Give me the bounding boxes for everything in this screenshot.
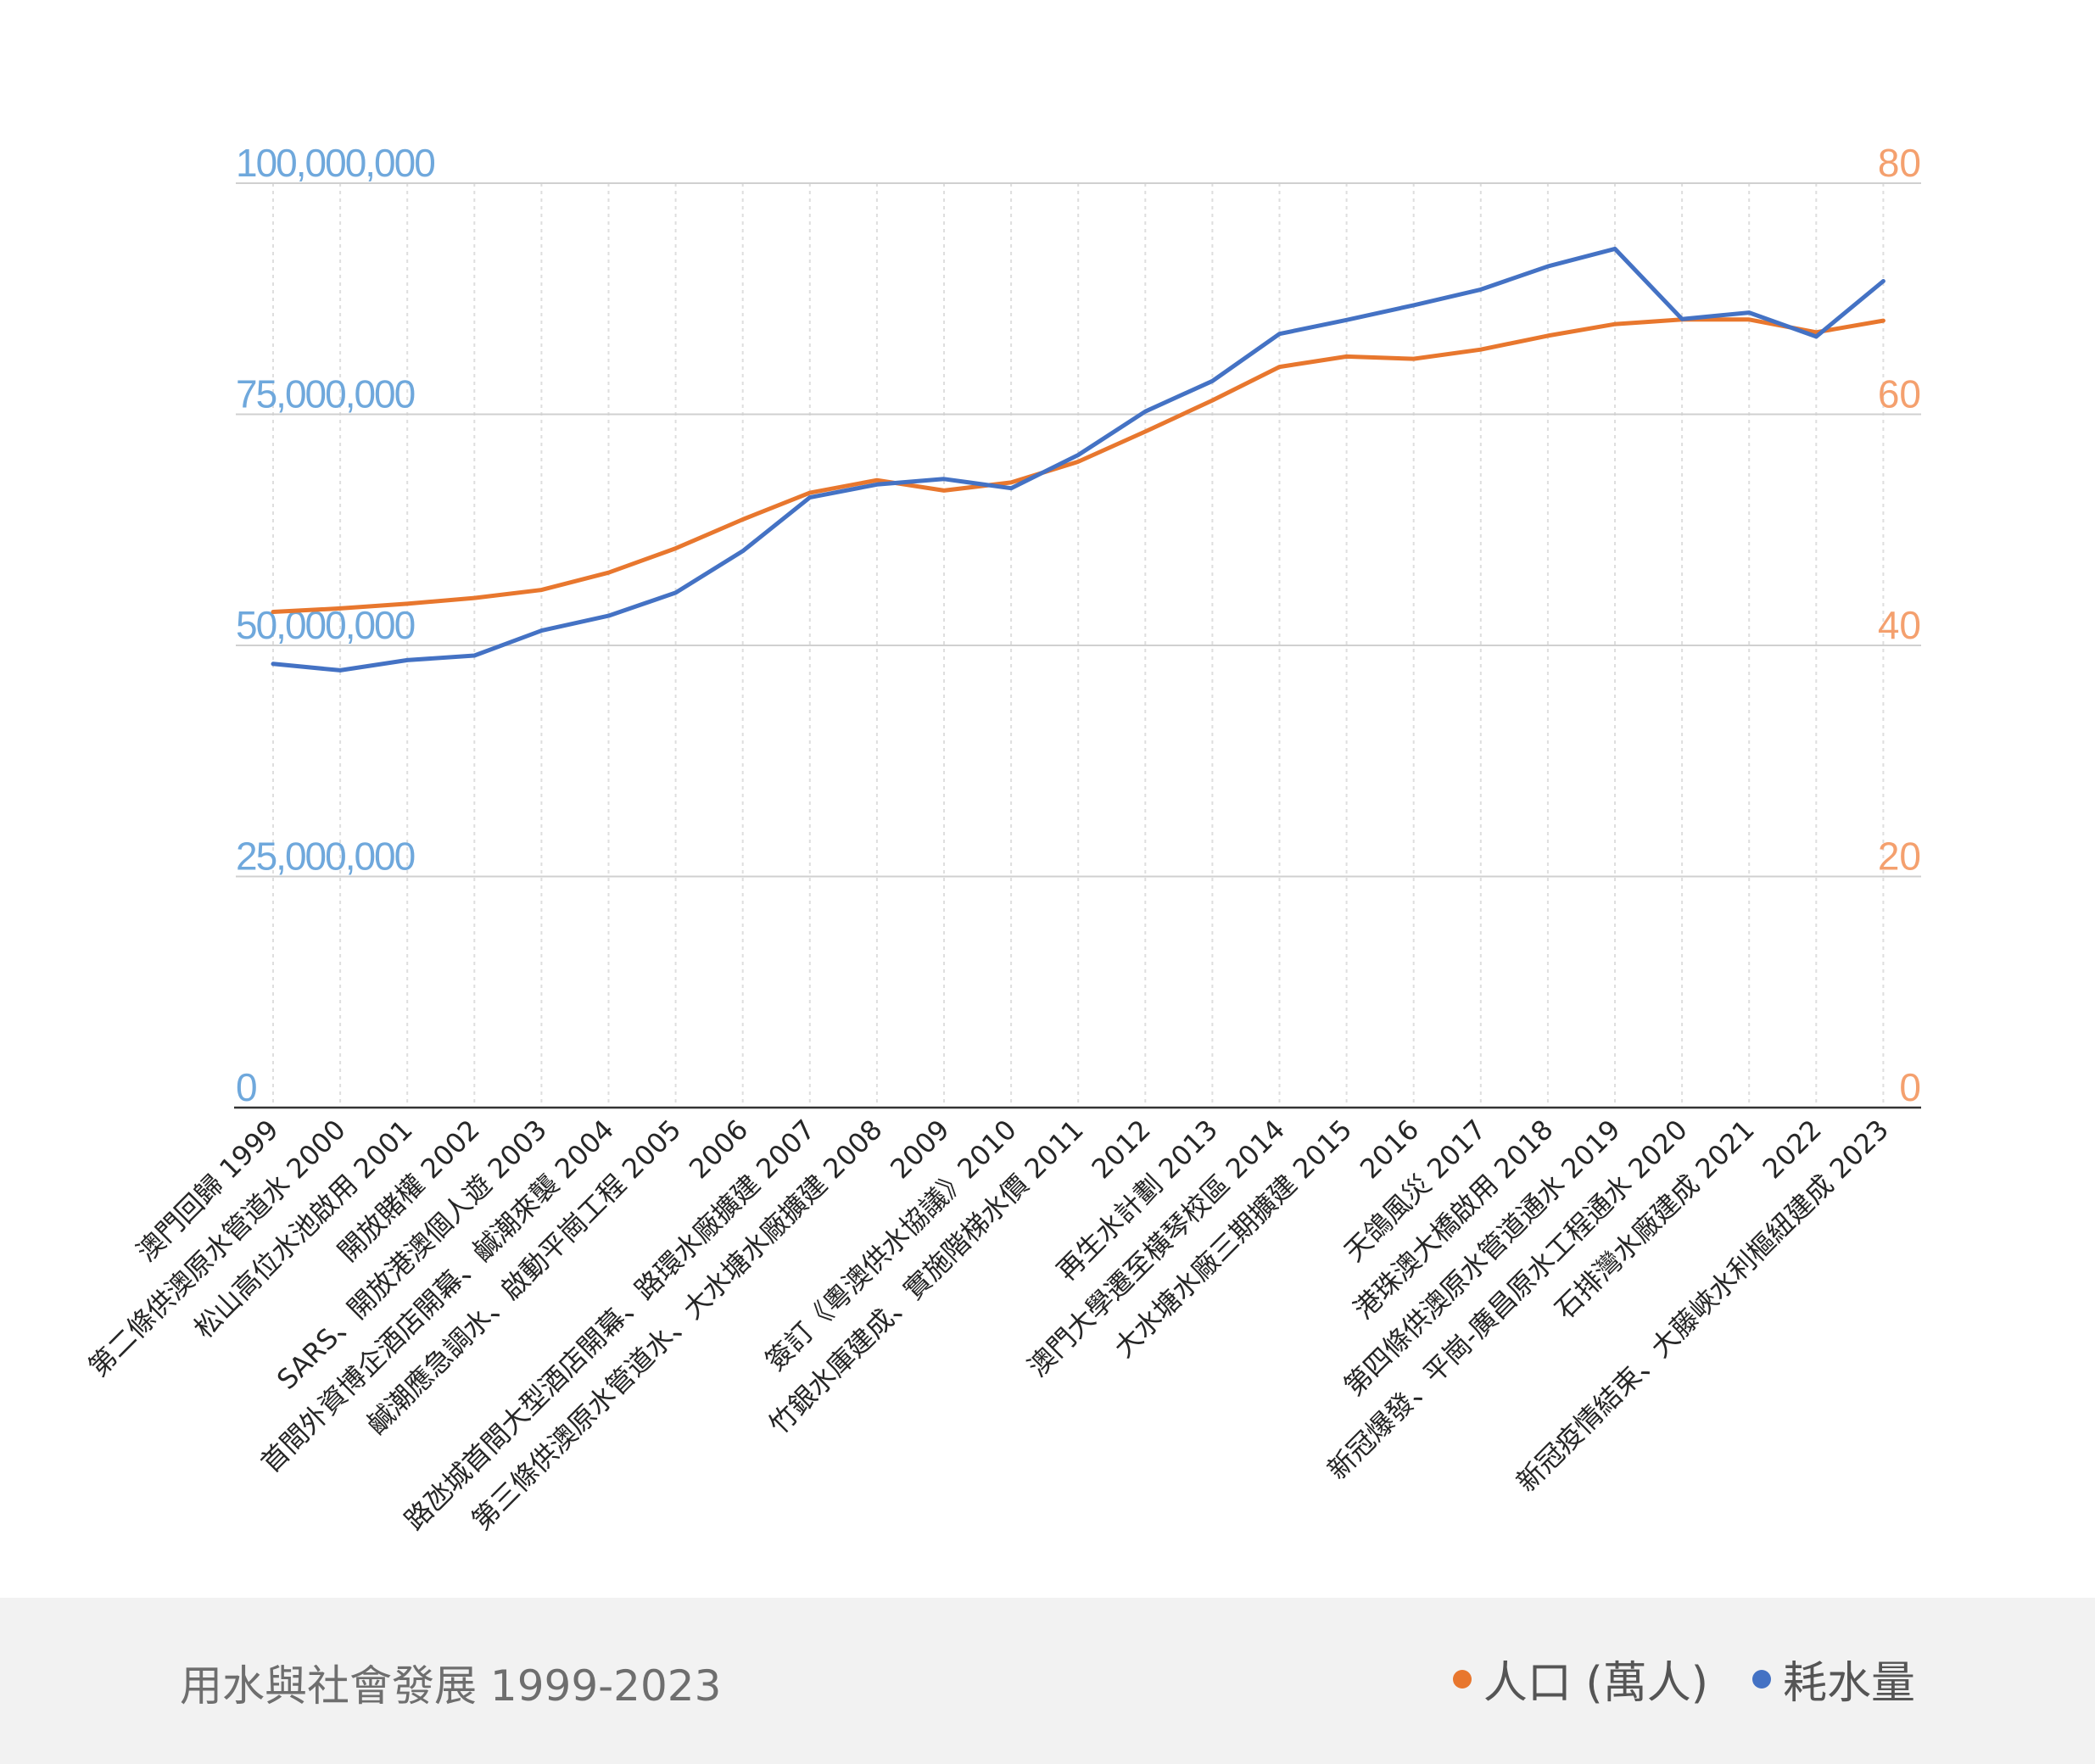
legend-item-population[interactable]: 人口 (萬人) [1452, 1647, 1708, 1711]
y-left-tick-label: 0 [236, 1065, 256, 1109]
y-left-tick-label: 75,000,000 [236, 372, 415, 416]
y-left-tick-label: 25,000,000 [236, 835, 415, 879]
legend: 人口 (萬人) 耗水量 [1452, 1647, 1915, 1711]
legend-item-water-consumption[interactable]: 耗水量 [1751, 1647, 1915, 1711]
legend-label-population: 人口 (萬人) [1483, 1658, 1708, 1709]
legend-dot-population-icon [1452, 1669, 1472, 1689]
chart-title: 用水與社會發展 1999-2023 [180, 1661, 722, 1711]
series-line-water-consumption [271, 246, 1886, 673]
y-right-tick-label: 20 [1878, 835, 1921, 879]
series-line-population [271, 317, 1886, 614]
y-right-tick-label: 0 [1899, 1065, 1921, 1109]
chart-footer: 用水與社會發展 1999-2023 人口 (萬人) 耗水量 [0, 1598, 2095, 1764]
y-left-tick-label: 100,000,000 [236, 141, 434, 185]
y-right-tick-label: 60 [1878, 372, 1921, 416]
y-right-tick-label: 40 [1878, 603, 1921, 647]
y-right-tick-label: 80 [1878, 141, 1921, 185]
legend-dot-water-icon [1751, 1669, 1771, 1689]
legend-label-water-consumption: 耗水量 [1782, 1658, 1915, 1709]
